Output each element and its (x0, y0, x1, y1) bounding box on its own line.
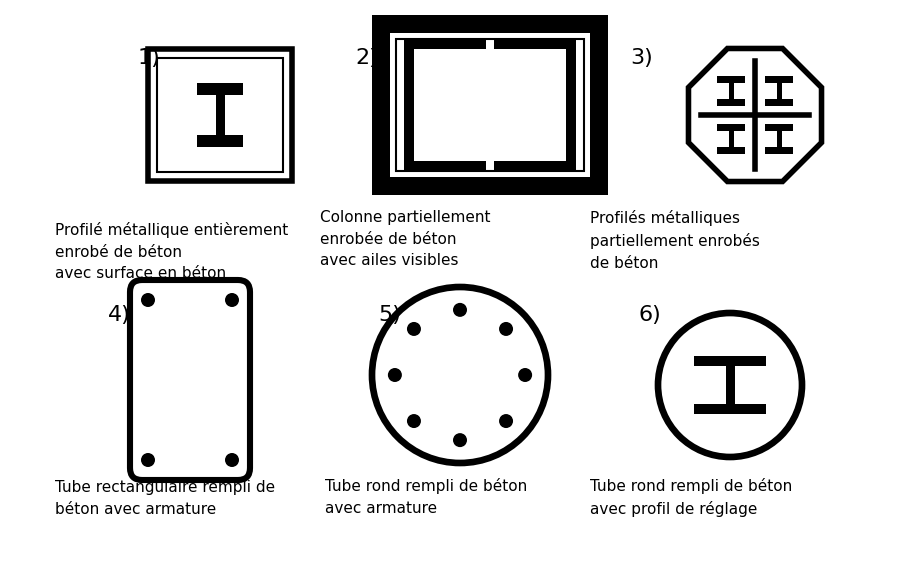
Bar (717, 124, 745, 131)
Circle shape (453, 433, 467, 447)
Text: Profilé métallique entièrement
enrobé de béton
avec surface en béton: Profilé métallique entièrement enrobé de… (55, 222, 288, 281)
Bar (777, 83, 781, 99)
Circle shape (499, 414, 513, 428)
Bar (494, 49, 566, 161)
Text: 6): 6) (638, 305, 661, 325)
Circle shape (388, 368, 402, 382)
Polygon shape (688, 48, 822, 182)
Circle shape (453, 303, 467, 317)
Bar (197, 83, 243, 95)
Bar (765, 99, 793, 106)
Bar (717, 99, 745, 106)
Bar (390, 33, 590, 177)
Bar (725, 366, 734, 404)
Bar (215, 95, 224, 135)
Text: 4): 4) (108, 305, 130, 325)
Circle shape (225, 453, 239, 467)
Circle shape (407, 414, 421, 428)
Text: Tube rectangulaire rempli de
béton avec armature: Tube rectangulaire rempli de béton avec … (55, 480, 275, 517)
Bar (694, 404, 766, 414)
Text: 1): 1) (138, 48, 161, 68)
Text: Tube rond rempli de béton
avec armature: Tube rond rempli de béton avec armature (325, 478, 527, 516)
Bar (765, 124, 793, 131)
Circle shape (225, 293, 239, 307)
Bar (494, 39, 576, 171)
Circle shape (372, 287, 548, 463)
Bar (777, 131, 781, 147)
Bar (396, 39, 584, 171)
Text: Profilés métalliques
partiellement enrobés
de béton: Profilés métalliques partiellement enrob… (590, 210, 760, 271)
Bar (765, 76, 793, 83)
Bar (728, 83, 733, 99)
Bar (197, 135, 243, 147)
Text: 2): 2) (355, 48, 378, 68)
Bar (717, 147, 745, 154)
Bar (717, 76, 745, 83)
Circle shape (141, 293, 155, 307)
Circle shape (141, 453, 155, 467)
Text: 3): 3) (630, 48, 652, 68)
Bar (765, 147, 793, 154)
Circle shape (499, 322, 513, 336)
Circle shape (407, 322, 421, 336)
Bar (157, 58, 283, 172)
Circle shape (518, 368, 532, 382)
Bar (148, 49, 292, 182)
Bar (372, 15, 608, 195)
Text: 5): 5) (378, 305, 400, 325)
Bar (414, 49, 486, 161)
Circle shape (658, 313, 802, 457)
Bar (694, 356, 766, 366)
Bar (404, 39, 486, 171)
Text: Colonne partiellement
enrobée de béton
avec ailes visibles: Colonne partiellement enrobée de béton a… (320, 210, 490, 268)
Text: Tube rond rempli de béton
avec profil de réglage: Tube rond rempli de béton avec profil de… (590, 478, 792, 517)
FancyBboxPatch shape (130, 280, 250, 480)
Bar (728, 131, 733, 147)
